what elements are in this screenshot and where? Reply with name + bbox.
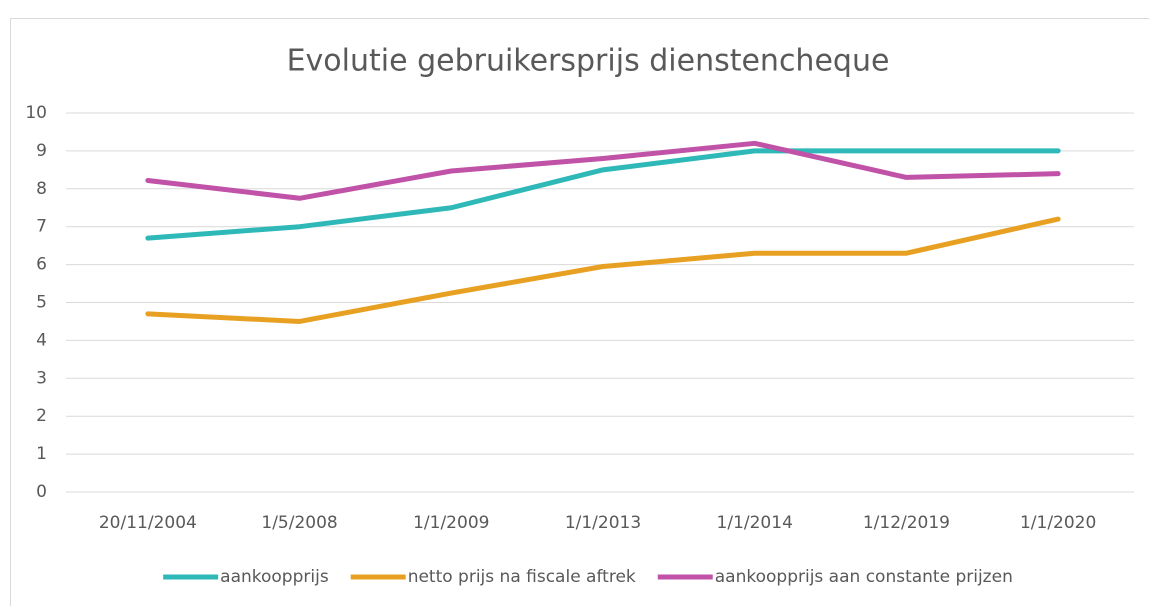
y-tick-label: 2 bbox=[36, 406, 47, 426]
series-line bbox=[145, 216, 1061, 324]
legend-label: netto prijs na fiscale aftrek bbox=[408, 567, 636, 587]
y-tick-label: 4 bbox=[36, 330, 47, 350]
legend-label: aankoopprijs bbox=[220, 567, 329, 587]
y-tick-label: 1 bbox=[36, 444, 47, 464]
chart-title: Evolutie gebruikersprijs dienstencheque bbox=[287, 44, 890, 79]
x-tick-label: 1/1/2020 bbox=[1020, 513, 1096, 533]
chart-frame bbox=[10, 18, 1149, 606]
series-line bbox=[145, 148, 1061, 241]
series-line bbox=[145, 140, 1061, 201]
y-tick-label: 0 bbox=[36, 482, 47, 502]
y-tick-label: 5 bbox=[36, 293, 47, 313]
legend-label: aankoopprijs aan constante prijzen bbox=[715, 567, 1013, 587]
x-tick-label: 1/1/2009 bbox=[413, 513, 489, 533]
y-tick-label: 7 bbox=[36, 217, 47, 237]
x-tick-label: 20/11/2004 bbox=[99, 513, 197, 533]
x-tick-label: 1/1/2014 bbox=[717, 513, 793, 533]
y-tick-label: 8 bbox=[36, 179, 47, 199]
y-tick-label: 3 bbox=[36, 368, 47, 388]
y-tick-label: 9 bbox=[36, 141, 47, 161]
x-tick-label: 1/12/2019 bbox=[863, 513, 950, 533]
y-tick-label: 6 bbox=[36, 255, 47, 275]
y-tick-label: 10 bbox=[25, 103, 47, 123]
x-tick-label: 1/1/2013 bbox=[565, 513, 641, 533]
x-tick-label: 1/5/2008 bbox=[261, 513, 337, 533]
